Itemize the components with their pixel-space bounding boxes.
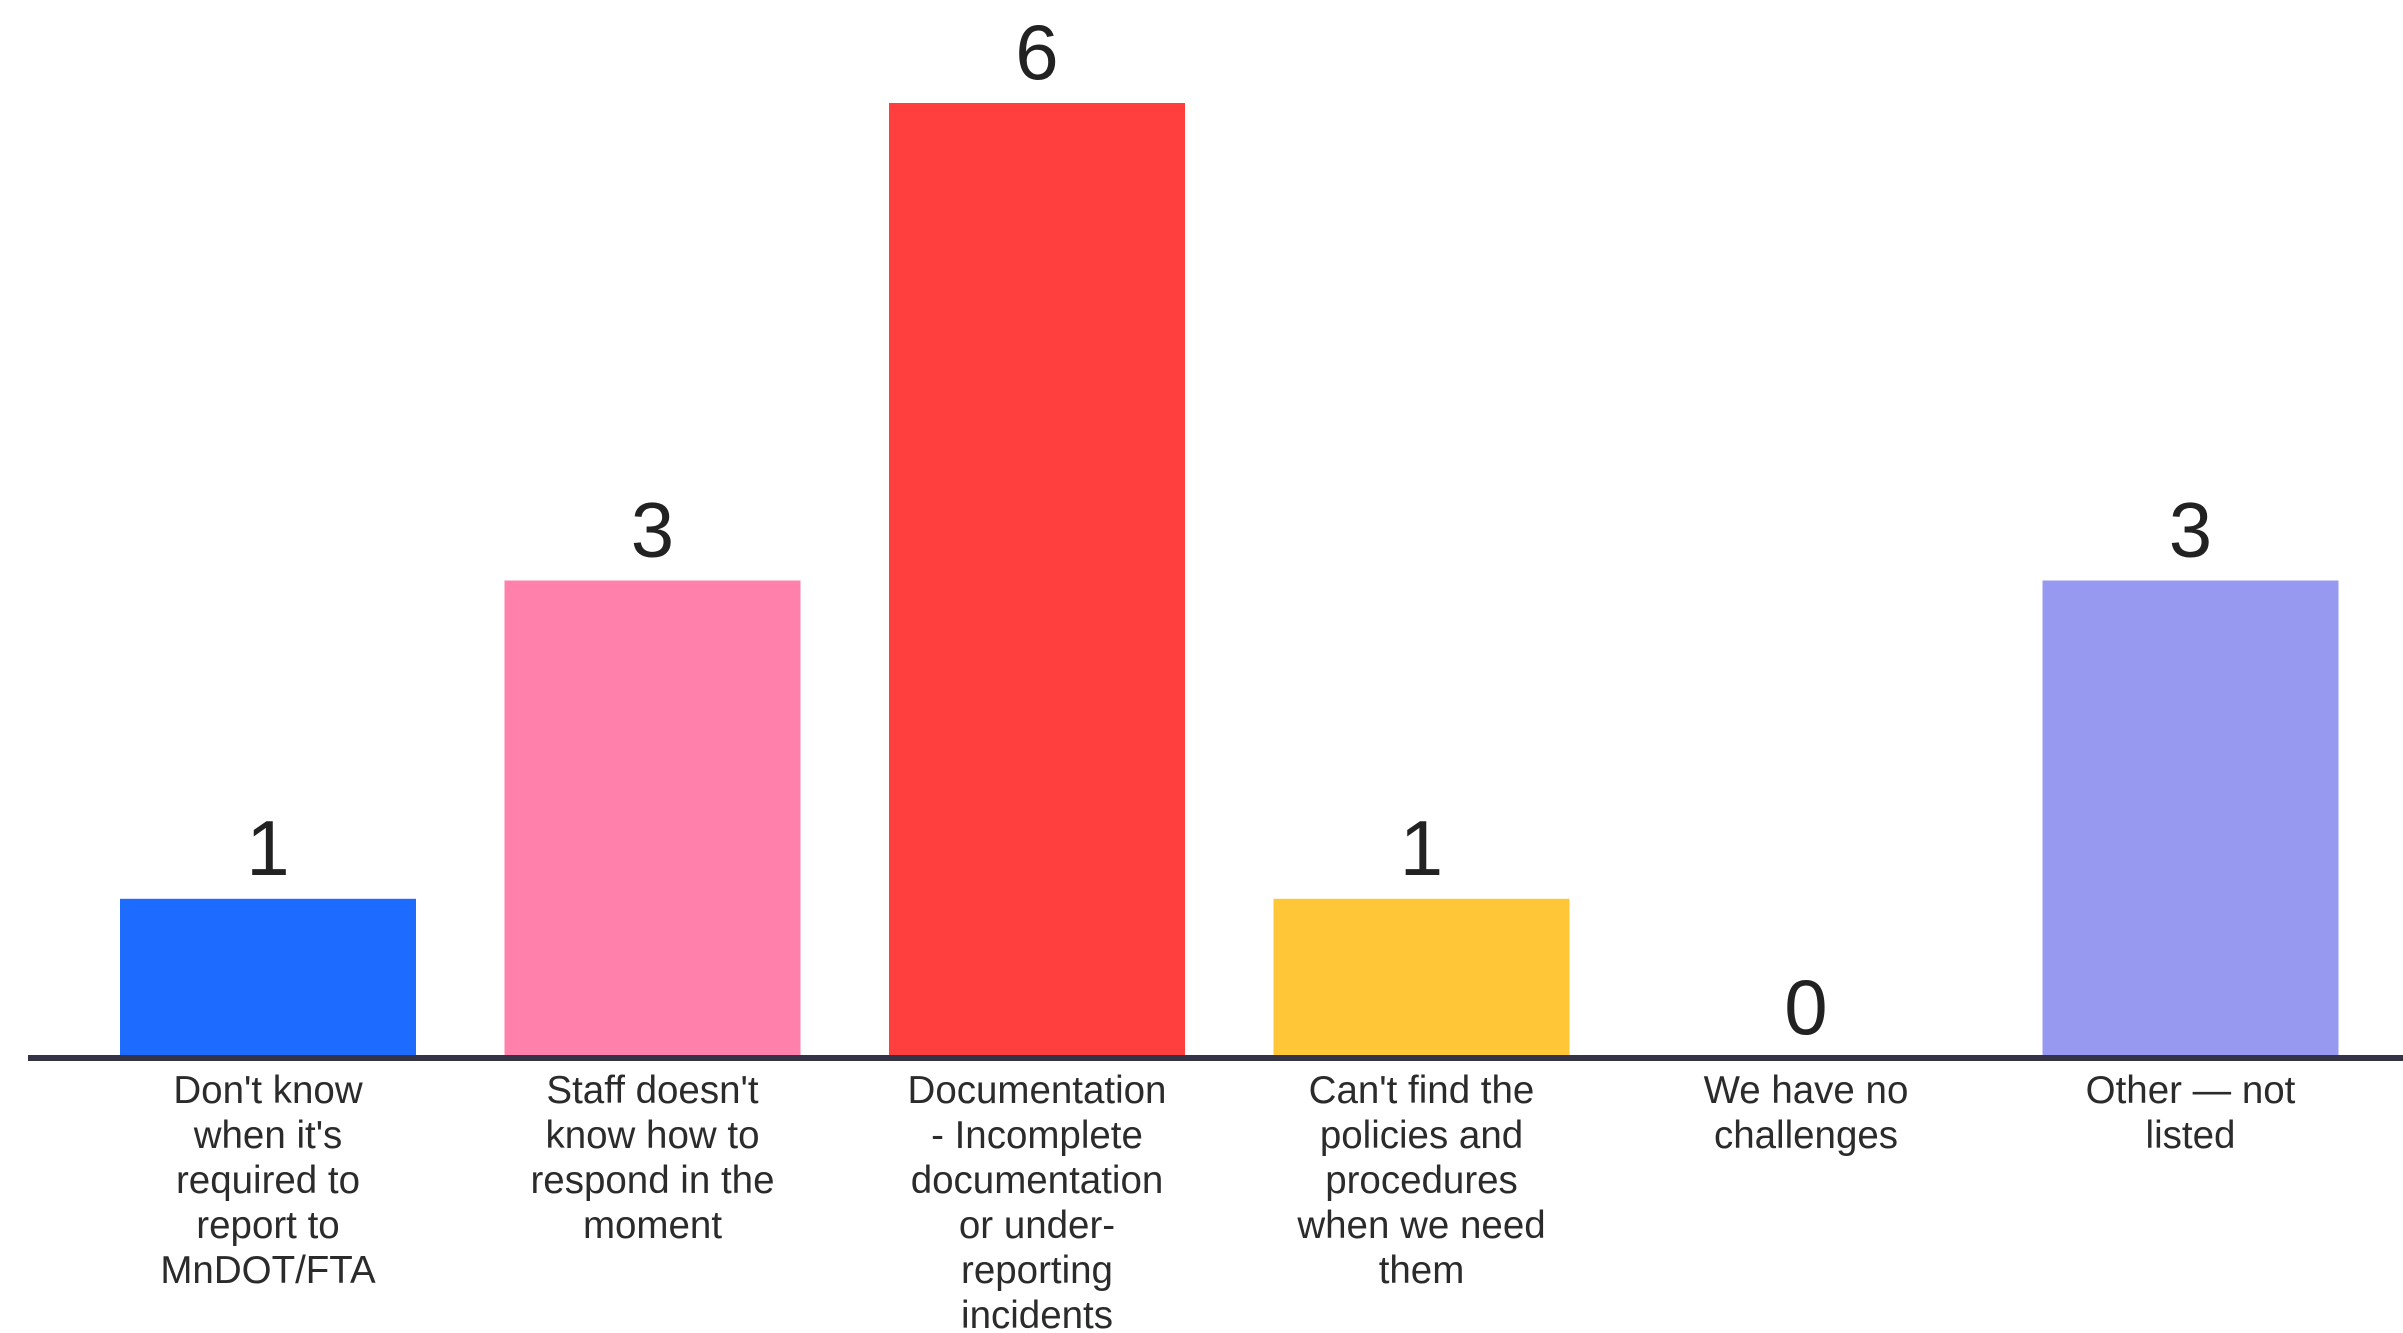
bar-3: [889, 103, 1185, 1058]
bar-2: [504, 580, 801, 1058]
category-label-line: listed: [2146, 1114, 2236, 1157]
category-label-line: required to: [176, 1159, 360, 1202]
category-label-line: them: [1379, 1249, 1465, 1292]
category-label-line: incidents: [961, 1294, 1113, 1333]
value-label-1: 1: [246, 804, 289, 892]
value-label-3: 6: [1015, 8, 1058, 96]
category-label-3: Documentation - Incomplete documentation or…: [908, 1069, 1167, 1333]
value-label-2: 3: [631, 486, 674, 574]
bars-layer: [120, 103, 2339, 1058]
value-labels-layer: 1 3 6 1 0 3: [246, 8, 2212, 1051]
value-label-5: 0: [1784, 963, 1827, 1051]
category-label-line: policies and: [1320, 1114, 1523, 1157]
category-labels-layer: Don't know when it's required to report to M…: [160, 1069, 2295, 1333]
category-label-line: Other — not: [2086, 1069, 2296, 1112]
category-label-line: when we need: [1296, 1204, 1545, 1247]
value-label-4: 1: [1400, 804, 1443, 892]
category-label-line: when it's: [193, 1114, 343, 1157]
category-label-5: We have no challenges: [1704, 1069, 1909, 1157]
category-label-line: or under-: [959, 1204, 1115, 1247]
category-label-line: MnDOT/FTA: [160, 1249, 376, 1292]
category-label-line: know how to: [545, 1114, 759, 1157]
bar-4: [1273, 898, 1570, 1058]
bar-6: [2042, 580, 2339, 1058]
value-label-6: 3: [2169, 486, 2212, 574]
bar-1: [120, 898, 416, 1058]
category-label-line: Don't know: [173, 1069, 362, 1112]
category-label-1: Don't know when it's required to report to M…: [160, 1069, 376, 1292]
category-label-line: challenges: [1714, 1114, 1898, 1157]
category-label-line: report to: [196, 1204, 339, 1247]
category-label-6: Other — not listed: [2086, 1069, 2296, 1157]
category-label-line: moment: [583, 1204, 722, 1247]
category-label-line: procedures: [1325, 1159, 1518, 1202]
category-label-line: Can't find the: [1309, 1069, 1535, 1112]
category-label-2: Staff doesn't know how to respond in the mo…: [530, 1069, 774, 1247]
category-label-4: Can't find the policies and procedures when…: [1296, 1069, 1545, 1292]
category-label-line: respond in the: [530, 1159, 774, 1202]
category-label-line: documentation: [911, 1159, 1164, 1202]
category-label-line: Staff doesn't: [546, 1069, 758, 1112]
category-label-line: Documentation: [908, 1069, 1167, 1112]
category-label-line: reporting: [961, 1249, 1113, 1292]
category-label-line: We have no: [1704, 1069, 1909, 1112]
category-label-line: - Incomplete: [931, 1114, 1143, 1157]
